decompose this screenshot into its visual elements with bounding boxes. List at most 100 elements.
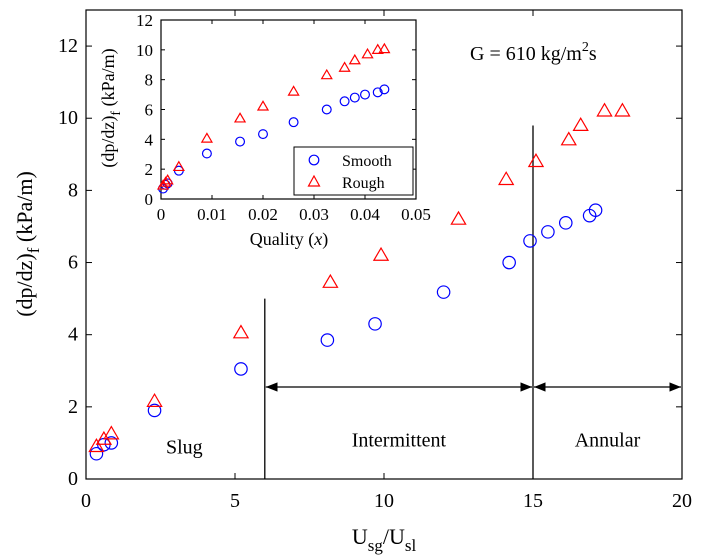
main-y-tick-label: 6 xyxy=(68,252,78,274)
inset-point-rough xyxy=(338,61,351,72)
main-x-title-sub1: sg xyxy=(368,536,384,555)
annotation-suffix: s xyxy=(589,43,597,65)
main-y-tick-label: 4 xyxy=(68,324,78,346)
main-point-rough xyxy=(560,131,577,146)
region-label: Slug xyxy=(166,437,203,459)
main-data-points xyxy=(88,102,631,461)
main-x-title-main: U xyxy=(352,524,368,549)
main-point-rough xyxy=(527,153,545,168)
inset-point-rough xyxy=(287,85,300,96)
annotation-superscript: 2 xyxy=(582,40,589,55)
main-point-rough xyxy=(232,324,250,339)
main-y-axis-title: (dp/dz)f (kPa/m) xyxy=(12,171,43,317)
main-point-smooth xyxy=(147,403,162,418)
legend-entry-smooth: Smooth xyxy=(308,153,392,170)
main-point-rough xyxy=(572,116,589,131)
inset-x-title-end: ) xyxy=(322,229,328,250)
main-x-title-slash: /U xyxy=(383,524,405,549)
legend-label-rough: Rough xyxy=(342,175,385,192)
main-point-smooth xyxy=(436,285,451,299)
inset-y-title-unit: (kPa/m) xyxy=(98,48,119,111)
inset-x-tick-label: 0.04 xyxy=(350,205,380,224)
inset-point-smooth xyxy=(372,87,383,98)
inset-y-tick-label: 2 xyxy=(145,160,154,179)
region-label: Annular xyxy=(575,429,641,451)
main-point-rough xyxy=(95,430,113,445)
main-point-smooth xyxy=(368,317,382,331)
inset-point-smooth xyxy=(288,117,299,128)
inset-point-smooth xyxy=(201,148,212,159)
inset-point-rough xyxy=(172,160,185,172)
inset-y-title-main: (dp/dz) xyxy=(98,116,119,168)
inset-point-rough xyxy=(159,176,172,187)
inset-x-axis-title: Quality (x) xyxy=(250,229,329,250)
main-point-rough xyxy=(596,102,613,117)
inset-y-tick-label: 10 xyxy=(136,41,153,60)
main-point-rough xyxy=(450,210,467,225)
inset-point-smooth xyxy=(258,129,269,140)
inset-point-rough xyxy=(161,173,174,185)
legend-marker-smooth xyxy=(308,154,320,166)
main-point-smooth xyxy=(558,216,573,230)
inset-y-tick-label: 8 xyxy=(145,71,154,90)
inset-point-rough xyxy=(378,42,391,54)
inset-x-tick-label: 0.05 xyxy=(401,205,431,224)
main-point-smooth xyxy=(588,203,603,218)
inset-y-tick-label: 6 xyxy=(145,101,154,120)
inset-y-tick-label: 12 xyxy=(136,11,153,30)
inset-y-title-sub: f xyxy=(109,111,124,116)
main-point-rough xyxy=(372,246,390,261)
region-label: Intermittent xyxy=(352,429,447,451)
inset-x-tick-label: 0.01 xyxy=(197,205,227,224)
mass-flux-annotation: G = 610 kg/m2s xyxy=(470,40,597,65)
main-point-smooth xyxy=(320,333,335,347)
inset-y-axis-title: (dp/dz)f (kPa/m) xyxy=(98,48,124,167)
main-point-smooth xyxy=(541,225,555,239)
main-point-rough xyxy=(498,171,515,186)
inset-point-smooth xyxy=(360,89,371,100)
main-y-tick-label: 12 xyxy=(58,35,78,57)
inset-point-rough xyxy=(320,68,333,80)
main-point-rough xyxy=(146,392,163,407)
inset-point-rough xyxy=(233,112,247,123)
main-y-title-main: (dp/dz) xyxy=(12,253,37,317)
main-y-tick-label: 10 xyxy=(58,107,78,129)
inset-point-rough xyxy=(156,179,170,190)
inset-x-tick-label: 0 xyxy=(157,205,166,224)
inset-x-title-main: Quality ( xyxy=(250,229,315,250)
inset-x-tick-label: 0.02 xyxy=(248,205,278,224)
main-point-smooth xyxy=(104,436,119,450)
inset-point-rough xyxy=(256,100,270,111)
main-y-tick-label: 0 xyxy=(68,468,78,490)
inset-point-smooth xyxy=(339,96,350,107)
main-point-smooth xyxy=(234,362,248,376)
legend-marker-rough xyxy=(307,174,321,187)
inset-y-tick-label: 0 xyxy=(145,190,154,209)
main-x-tick-label: 5 xyxy=(230,490,240,512)
main-point-rough xyxy=(614,102,631,117)
inset-point-smooth xyxy=(349,92,360,103)
main-point-rough xyxy=(103,425,120,440)
inset-point-smooth xyxy=(379,84,390,95)
legend-label-smooth: Smooth xyxy=(342,153,392,170)
main-y-tick-label: 2 xyxy=(68,396,78,418)
main-y-title-unit: (kPa/m) xyxy=(12,171,37,247)
main-x-tick-label: 15 xyxy=(523,490,543,512)
inset-point-smooth xyxy=(235,136,246,147)
annotation-prefix: G = 610 kg/m xyxy=(470,43,582,65)
main-point-smooth xyxy=(523,234,537,248)
legend-entry-rough: Rough xyxy=(307,174,385,192)
inset-y-tick-label: 4 xyxy=(145,130,154,149)
inset-point-rough xyxy=(361,47,374,59)
inset-point-smooth xyxy=(321,104,332,115)
main-x-tick-label: 0 xyxy=(81,490,91,512)
main-point-smooth xyxy=(89,446,104,461)
main-x-title-sub2: sl xyxy=(405,536,417,555)
inset-point-rough xyxy=(348,53,361,65)
inset-point-rough xyxy=(371,43,384,54)
inset-data-points xyxy=(156,42,391,194)
main-y-title-sub: f xyxy=(24,247,43,253)
main-point-rough xyxy=(322,273,339,288)
